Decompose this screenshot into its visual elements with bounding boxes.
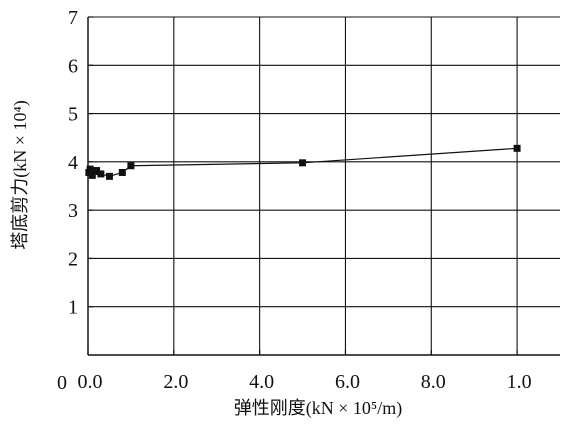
grid-layer <box>87 16 560 355</box>
tick-label-layer: 1 2 3 4 5 6 7 0.0 2.0 4.0 6.0 8.0 1.0 <box>68 7 532 393</box>
data-point-1-9 <box>127 162 135 170</box>
x-axis-title: 弹性刚度(kN × 10⁵/m) <box>234 398 402 419</box>
x-tick-label-5: 8.0 <box>421 371 446 393</box>
y-tick-label-1: 1 <box>68 297 78 319</box>
y-tick-label-4: 4 <box>68 152 78 174</box>
y-tick-label-3: 3 <box>68 200 78 222</box>
data-point-1-8 <box>118 168 126 176</box>
x-tick-label-6: 1.0 <box>507 371 532 393</box>
x-tick-label-2: 2.0 <box>163 371 188 393</box>
y-tick-label-6: 6 <box>68 55 78 77</box>
data-point-1-10 <box>299 159 307 167</box>
y-tick-label-7: 7 <box>68 7 78 29</box>
data-point-1-2 <box>86 165 94 173</box>
x-tick-label-1: 0.0 <box>78 371 103 393</box>
data-point-1-3 <box>88 171 96 179</box>
x-tick-label-4: 6.0 <box>335 371 360 393</box>
data-point-1-7 <box>105 172 113 180</box>
y-tick-label-2: 2 <box>68 248 78 270</box>
origin-label: 0 <box>57 372 67 394</box>
y-axis-title: 塔底剪力(kN × 10⁴) <box>10 100 31 249</box>
data-point-1-5 <box>93 167 101 175</box>
axis-layer <box>87 16 560 356</box>
data-point-1-11 <box>513 144 521 152</box>
x-tick-label-3: 4.0 <box>249 371 274 393</box>
data-point-1-6 <box>97 170 105 178</box>
series-layer <box>85 144 521 180</box>
y-tick-label-5: 5 <box>68 104 78 126</box>
